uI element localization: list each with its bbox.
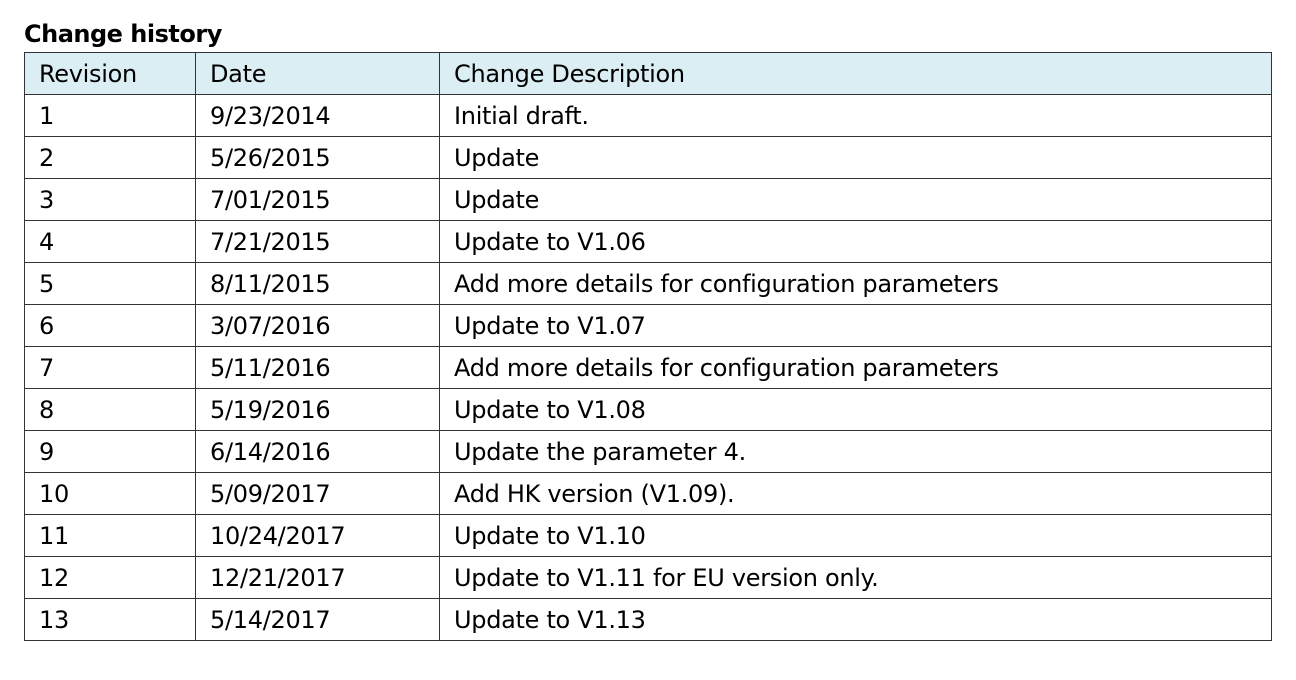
revision-cell: 8	[24, 388, 196, 431]
table-row: 13 5/14/2017 Update to V1.13	[24, 598, 1272, 641]
description-cell: Update to V1.08	[439, 388, 1272, 431]
table-row: 12 12/21/2017 Update to V1.11 for EU versi…	[24, 556, 1272, 599]
table-row: 11 10/24/2017 Update to V1.10	[24, 514, 1272, 557]
header-revision: Revision	[24, 52, 196, 95]
revision-cell: 1	[24, 94, 196, 137]
table-row: 8 5/19/2016 Update to V1.08	[24, 388, 1272, 431]
table-row: 7 5/11/2016 Add more details for configura…	[24, 346, 1272, 389]
date-cell: 5/11/2016	[195, 346, 440, 389]
revision-cell: 11	[24, 514, 196, 557]
revision-cell: 9	[24, 430, 196, 473]
revision-cell: 2	[24, 136, 196, 179]
date-cell: 5/26/2015	[195, 136, 440, 179]
table-row: 3 7/01/2015 Update	[24, 178, 1272, 221]
revision-cell: 3	[24, 178, 196, 221]
table-header-row: Revision Date Change Description	[24, 52, 1272, 95]
date-cell: 7/01/2015	[195, 178, 440, 221]
description-cell: Update to V1.13	[439, 598, 1272, 641]
date-cell: 5/14/2017	[195, 598, 440, 641]
revision-cell: 4	[24, 220, 196, 263]
date-cell: 7/21/2015	[195, 220, 440, 263]
date-cell: 5/19/2016	[195, 388, 440, 431]
description-cell: Update to V1.10	[439, 514, 1272, 557]
table-row: 1 9/23/2014 Initial draft.	[24, 94, 1272, 137]
description-cell: Update the parameter 4.	[439, 430, 1272, 473]
revision-cell: 5	[24, 262, 196, 305]
date-cell: 9/23/2014	[195, 94, 440, 137]
section-title: Change history	[24, 20, 222, 48]
revision-cell: 13	[24, 598, 196, 641]
date-cell: 6/14/2016	[195, 430, 440, 473]
table-row: 4 7/21/2015 Update to V1.06	[24, 220, 1272, 263]
revision-cell: 7	[24, 346, 196, 389]
description-cell: Add HK version (V1.09).	[439, 472, 1272, 515]
table-row: 9 6/14/2016 Update the parameter 4.	[24, 430, 1272, 473]
description-cell: Add more details for configuration param…	[439, 262, 1272, 305]
revision-cell: 6	[24, 304, 196, 347]
table-row: 10 5/09/2017 Add HK version (V1.09).	[24, 472, 1272, 515]
header-change-description: Change Description	[439, 52, 1272, 95]
description-cell: Update	[439, 178, 1272, 221]
table-row: 6 3/07/2016 Update to V1.07	[24, 304, 1272, 347]
revision-cell: 10	[24, 472, 196, 515]
description-cell: Update to V1.06	[439, 220, 1272, 263]
date-cell: 8/11/2015	[195, 262, 440, 305]
description-cell: Initial draft.	[439, 94, 1272, 137]
date-cell: 10/24/2017	[195, 514, 440, 557]
revision-cell: 12	[24, 556, 196, 599]
date-cell: 3/07/2016	[195, 304, 440, 347]
change-history-table: Revision Date Change Description 1 9/23/2…	[24, 52, 1272, 641]
table-row: 5 8/11/2015 Add more details for configura…	[24, 262, 1272, 305]
description-cell: Update	[439, 136, 1272, 179]
description-cell: Update to V1.07	[439, 304, 1272, 347]
description-cell: Update to V1.11 for EU version only.	[439, 556, 1272, 599]
date-cell: 5/09/2017	[195, 472, 440, 515]
date-cell: 12/21/2017	[195, 556, 440, 599]
description-cell: Add more details for configuration param…	[439, 346, 1272, 389]
header-date: Date	[195, 52, 440, 95]
table-row: 2 5/26/2015 Update	[24, 136, 1272, 179]
